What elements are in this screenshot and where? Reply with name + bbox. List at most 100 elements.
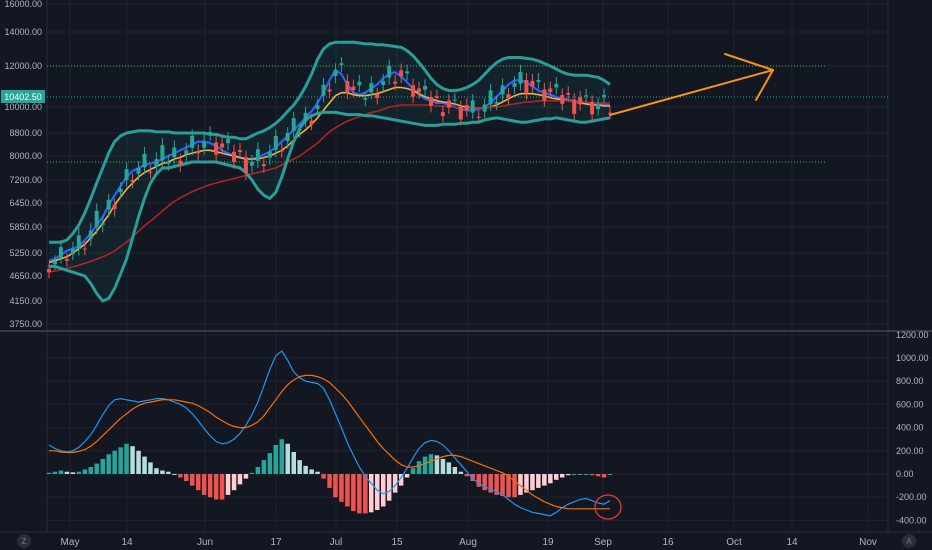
candle-body [64, 259, 69, 261]
candle-body [405, 71, 410, 74]
histogram-bar [267, 453, 273, 474]
candle-body [315, 105, 320, 109]
histogram-bar [410, 468, 416, 474]
candle-body [369, 83, 374, 93]
histogram-bar [273, 445, 278, 474]
time-tick-label: Aug [459, 537, 477, 548]
histogram-bar [375, 474, 380, 510]
histogram-bar [213, 474, 219, 500]
histogram-bar [207, 474, 213, 498]
time-tick-label: May [61, 537, 80, 548]
current-price-tag: 10402.50 [1, 90, 45, 103]
histogram-bar [434, 455, 440, 474]
histogram-bar [494, 474, 499, 495]
macd-line [48, 350, 611, 517]
histogram-bar [291, 452, 296, 474]
histogram-bar [363, 474, 368, 514]
candle-body [423, 86, 427, 90]
candle-body [118, 188, 123, 193]
time-tick-label: 15 [391, 537, 403, 548]
candle-body [476, 116, 481, 118]
histogram-bar [124, 443, 129, 474]
histogram-bar [607, 474, 613, 475]
histogram-bar [46, 472, 52, 474]
candle-body [321, 84, 326, 96]
macd-pane[interactable] [46, 350, 622, 520]
candle-body [333, 70, 338, 77]
candle-body [285, 132, 290, 142]
macd-axis[interactable]: -400.00 -200.00 0.00 200.00 400.00 600.00 800.… [896, 330, 929, 526]
histogram-bar [560, 474, 565, 478]
histogram-bar [190, 474, 195, 486]
candle-body [160, 145, 165, 161]
candle-body [345, 81, 350, 93]
time-tick-label: Nov [859, 537, 877, 548]
price-tick-label: 8000.00 [9, 151, 42, 161]
candle-body [196, 151, 201, 154]
candle-body [446, 100, 451, 108]
histogram-bar [422, 456, 428, 474]
ema-mid-line [48, 86, 610, 264]
histogram-bar [601, 474, 607, 478]
auto-scale-button[interactable]: A [902, 534, 916, 548]
bollinger-upper-line [49, 40, 611, 244]
time-axis[interactable]: May 14 Jun 17 Jul 15 Aug 19 Sep 16 Oct 14 Nov [61, 537, 877, 548]
price-tick-label: 12000.00 [4, 61, 42, 71]
macd-tick-label: 1200.00 [896, 330, 929, 340]
histogram-bar [482, 474, 487, 491]
reset-button-left[interactable]: Z [17, 534, 31, 548]
histogram-bar [428, 454, 434, 474]
histogram-bar [589, 474, 595, 476]
histogram-bar [458, 471, 464, 474]
candle-body [488, 90, 493, 105]
candle-body [279, 150, 284, 152]
candle-body [560, 95, 565, 104]
candle-body [452, 99, 457, 101]
time-tick-label: 16 [662, 537, 674, 548]
candle-body [297, 129, 302, 131]
candle-body [124, 169, 129, 181]
price-pane[interactable] [47, 40, 888, 303]
price-tick-label: 5250.00 [9, 248, 42, 258]
candle-body [267, 151, 272, 158]
macd-tick-label: 0.00 [896, 469, 914, 479]
candle-body [440, 112, 445, 116]
macd-tick-label: -400.00 [896, 515, 927, 525]
histogram-bar [548, 474, 553, 484]
histogram-bar [572, 474, 577, 475]
forecast-arrow[interactable] [609, 53, 774, 116]
histogram-bar [524, 474, 529, 493]
histogram-bar [106, 454, 111, 474]
macd-tick-label: 600.00 [896, 399, 924, 409]
time-tick-label: 14 [121, 537, 133, 548]
candle-body [172, 147, 177, 158]
histogram-bar [100, 458, 105, 474]
candle-body [381, 81, 386, 85]
histogram-bar [118, 447, 123, 474]
candle-body [100, 222, 105, 225]
histogram-bar [506, 474, 511, 498]
histogram-bar [166, 471, 171, 474]
candle-body [470, 100, 475, 113]
histogram-bar [261, 460, 267, 474]
histogram-bar [196, 474, 201, 491]
candle-body [70, 248, 75, 255]
arrow-head-bottom [755, 69, 774, 101]
candle-body [112, 204, 117, 210]
histogram-bar [249, 472, 255, 474]
candle-body [524, 80, 529, 94]
chart-grid [47, 0, 888, 532]
candle-body [399, 70, 404, 77]
candle-body [76, 235, 81, 249]
annotation-circle[interactable] [594, 494, 622, 520]
macd-tick-label: -200.00 [896, 492, 927, 502]
histogram-bar [476, 474, 481, 487]
histogram-bar [518, 474, 523, 495]
macd-tick-label: 800.00 [896, 376, 924, 386]
z-button-label: Z [22, 537, 27, 546]
histogram-bar [464, 474, 469, 477]
price-axis[interactable]: 3750.00 4150.00 4650.00 5250.00 5850.00 6450.… [4, 0, 42, 329]
histogram-bar [315, 471, 320, 474]
histogram-bar [255, 467, 261, 474]
